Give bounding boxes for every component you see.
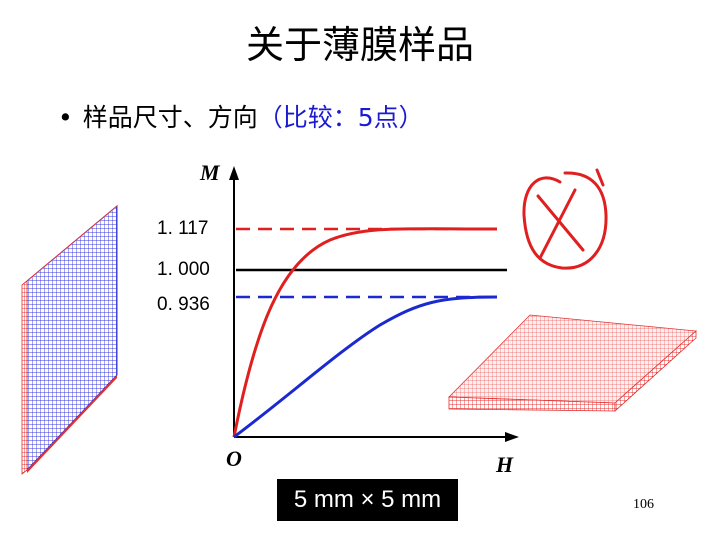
bullet-paren-text: （比较：5点）	[257, 103, 424, 132]
dimension-label: 5 mm × 5 mm	[293, 486, 442, 513]
slide-title: 关于薄膜样品	[245, 23, 474, 67]
origin-label: O	[226, 446, 242, 471]
page-number: 106	[633, 497, 654, 512]
level-label-1117: 1. 117	[157, 218, 209, 239]
y-axis-label: M	[200, 160, 220, 185]
x-axis-label: H	[496, 452, 514, 477]
bullet-text: 样品尺寸、方向	[82, 103, 258, 132]
bullet-dot-icon: •	[58, 103, 73, 132]
dimension-label-box: 5 mm × 5 mm	[277, 479, 458, 521]
horizontal-film-sample	[448, 314, 697, 412]
vertical-film-sample	[21, 204, 118, 475]
level-label-1000: 1. 000	[157, 259, 210, 280]
cross-mark-icon	[522, 168, 608, 270]
bullet-item: • 样品尺寸、方向（比较：5点）	[58, 98, 424, 134]
red-magnetization-curve	[232, 227, 498, 438]
plot-axes	[229, 166, 519, 442]
level-label-0936: 0. 936	[157, 294, 210, 315]
blue-magnetization-curve	[233, 295, 498, 439]
